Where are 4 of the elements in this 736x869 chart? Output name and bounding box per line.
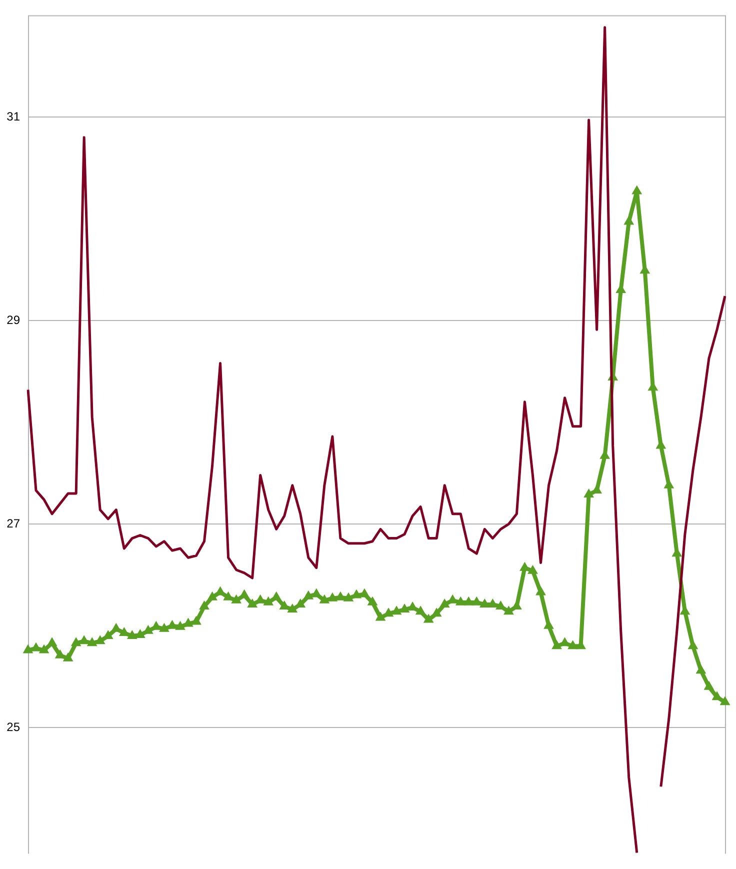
y-tick-label: 31: [6, 109, 20, 124]
y-tick-label: 29: [6, 312, 20, 327]
y-tick-label: 27: [6, 516, 20, 530]
y-tick-label: 25: [6, 720, 20, 734]
